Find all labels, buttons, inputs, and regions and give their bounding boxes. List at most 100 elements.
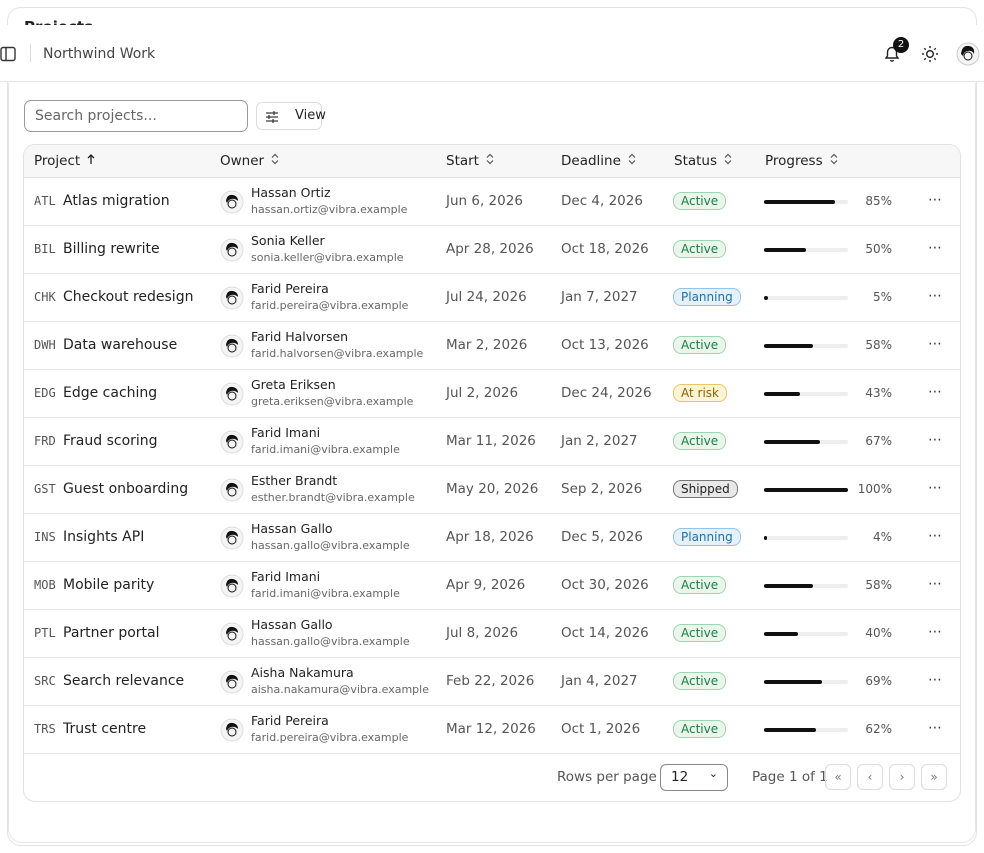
- row-menu[interactable]: ⋯: [928, 672, 943, 688]
- table-header: Project Owner Start Deadline Status Progress: [24, 145, 960, 178]
- sidebar-toggle[interactable]: [0, 46, 16, 62]
- project-name: Mobile parity: [63, 577, 155, 593]
- separator: [30, 44, 31, 62]
- pagination-button[interactable]: ›: [889, 764, 915, 790]
- owner-name: Farid Imani: [251, 569, 321, 584]
- progress-fill: [764, 536, 768, 540]
- owner-avatar: [220, 478, 244, 502]
- project-name: Trust centre: [63, 721, 147, 737]
- row-menu[interactable]: ⋯: [928, 528, 943, 544]
- owner-name: Hassan Gallo: [251, 521, 333, 536]
- row-menu[interactable]: ⋯: [928, 288, 943, 304]
- start-date: Feb 22, 2026: [446, 673, 535, 689]
- column-header[interactable]: Project: [34, 153, 96, 169]
- rows-per-page-select[interactable]: 12 ⌄: [660, 764, 728, 791]
- column-header[interactable]: Progress: [765, 153, 839, 169]
- column-header[interactable]: Start: [446, 153, 495, 169]
- project-name: Search relevance: [63, 673, 185, 689]
- project-code: GST: [34, 482, 56, 496]
- progress-label: 67%: [865, 434, 892, 448]
- owner-email: hassan.gallo@vibra.example: [251, 539, 410, 552]
- row-menu[interactable]: ⋯: [928, 240, 943, 256]
- column-header[interactable]: Owner: [220, 153, 280, 169]
- owner-email: farid.imani@vibra.example: [251, 443, 400, 456]
- owner-email: sonia.keller@vibra.example: [251, 251, 404, 264]
- sort-icon: [87, 154, 95, 164]
- progress-fill: [764, 584, 813, 588]
- progress-track: [764, 440, 848, 444]
- table-row: SRC Search relevance Aisha Nakamura aisha.n…: [24, 658, 960, 706]
- project-code: TRS: [34, 722, 56, 736]
- progress-track: [764, 632, 848, 636]
- owner-name: Hassan Ortiz: [251, 185, 331, 200]
- status-badge: Active: [673, 624, 727, 642]
- column-label: Deadline: [561, 153, 621, 169]
- deadline-date: Oct 30, 2026: [561, 577, 649, 593]
- start-date: Apr 18, 2026: [446, 529, 534, 545]
- pagination-button[interactable]: «: [825, 764, 851, 790]
- row-menu[interactable]: ⋯: [928, 432, 943, 448]
- progress-label: 43%: [865, 386, 892, 400]
- row-menu[interactable]: ⋯: [928, 336, 943, 352]
- notifications[interactable]: [882, 44, 902, 64]
- owner-avatar: [220, 430, 244, 454]
- pagination-button[interactable]: ‹: [857, 764, 883, 790]
- progress-track: [764, 728, 848, 732]
- pagination-button[interactable]: »: [921, 764, 947, 790]
- progress-fill: [764, 440, 821, 444]
- progress-fill: [764, 728, 817, 732]
- start-date: May 20, 2026: [446, 481, 539, 497]
- deadline-date: Oct 18, 2026: [561, 241, 649, 257]
- owner-name: Greta Eriksen: [251, 377, 336, 392]
- row-menu[interactable]: ⋯: [928, 480, 943, 496]
- row-menu[interactable]: ⋯: [928, 384, 943, 400]
- owner-email: farid.pereira@vibra.example: [251, 731, 409, 744]
- status-badge: Planning: [673, 528, 741, 546]
- progress-track: [764, 392, 848, 396]
- owner-avatar: [220, 526, 244, 550]
- progress-fill: [764, 248, 806, 252]
- row-menu[interactable]: ⋯: [928, 576, 943, 592]
- table-row: FRD Fraud scoring Farid Imani farid.imani@v…: [24, 418, 960, 466]
- deadline-date: Oct 1, 2026: [561, 721, 641, 737]
- rows-per-page-label: Rows per page: [557, 769, 657, 785]
- rows-per-page-value: 12: [671, 769, 689, 785]
- project-name: Billing rewrite: [63, 241, 160, 257]
- progress-fill: [764, 200, 836, 204]
- progress-fill: [764, 680, 822, 684]
- view-button[interactable]: View: [256, 102, 326, 130]
- progress-label: 58%: [865, 338, 892, 352]
- owner-avatar: [220, 718, 244, 742]
- row-menu[interactable]: ⋯: [928, 192, 943, 208]
- progress-fill: [764, 488, 848, 492]
- start-date: Jun 6, 2026: [446, 193, 523, 209]
- column-label: Progress: [765, 153, 823, 169]
- column-header[interactable]: Status: [674, 153, 733, 169]
- theme-toggle[interactable]: [921, 45, 939, 63]
- row-menu[interactable]: ⋯: [928, 720, 943, 736]
- status-badge: Active: [673, 432, 727, 450]
- table-row: MOB Mobile parity Farid Imani farid.imani@v…: [24, 562, 960, 610]
- project-name: Insights API: [63, 529, 145, 545]
- owner-email: greta.eriksen@vibra.example: [251, 395, 414, 408]
- progress-label: 4%: [872, 530, 892, 544]
- search-input[interactable]: Search projects...: [24, 100, 248, 132]
- progress-label: 58%: [865, 578, 892, 592]
- start-date: Mar 12, 2026: [446, 721, 536, 737]
- owner-email: aisha.nakamura@vibra.example: [251, 683, 429, 696]
- user-avatar[interactable]: [956, 42, 980, 66]
- sort-icon: [830, 153, 838, 165]
- project-code: CHK: [34, 290, 56, 304]
- project-code: MOB: [34, 578, 56, 592]
- progress-label: 100%: [857, 482, 892, 496]
- owner-name: Farid Halvorsen: [251, 329, 349, 344]
- view-icon: [266, 111, 278, 123]
- row-menu[interactable]: ⋯: [928, 624, 943, 640]
- table-row: ATL Atlas migration Hassan Ortiz hassan.ort…: [24, 178, 960, 226]
- column-header[interactable]: Deadline: [561, 153, 637, 169]
- progress-label: 40%: [865, 626, 892, 640]
- project-name: Fraud scoring: [63, 433, 158, 449]
- project-code: PTL: [34, 626, 56, 640]
- deadline-date: Sep 2, 2026: [561, 481, 643, 497]
